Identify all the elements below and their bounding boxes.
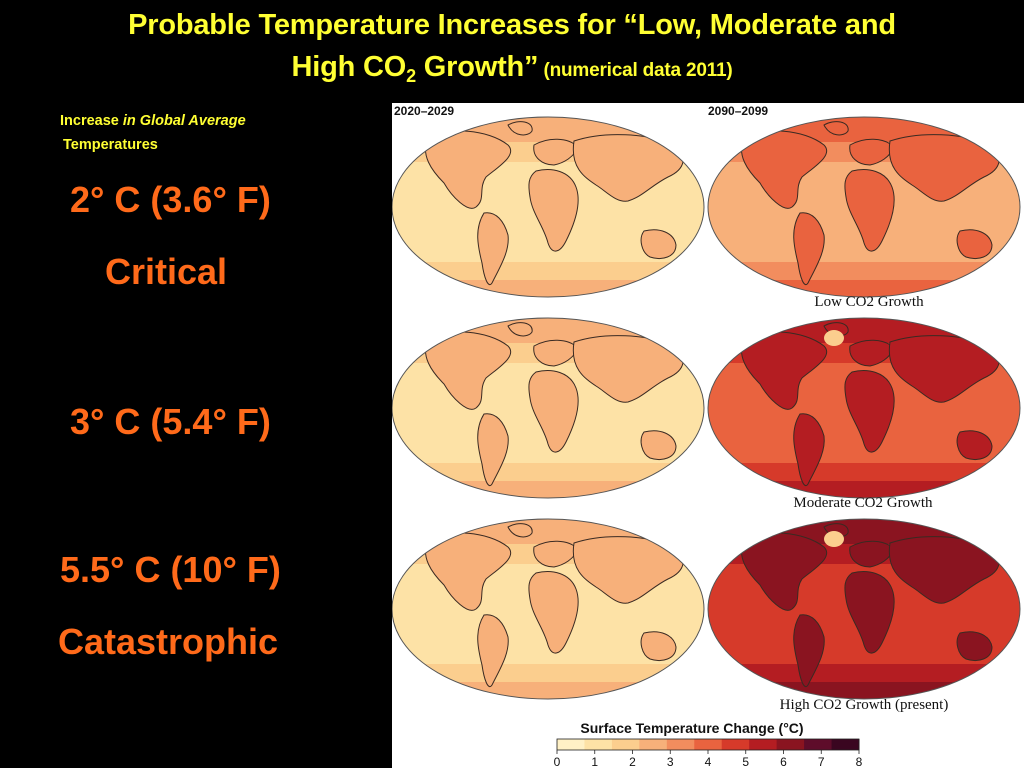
title-line-2a: High CO <box>291 51 407 83</box>
legend-tick-label: 7 <box>818 755 825 768</box>
legend-title: Surface Temperature Change (°C) <box>580 720 803 736</box>
legend-tick-label: 8 <box>856 755 863 768</box>
legend-swatch <box>804 739 833 750</box>
legend-tick-label: 0 <box>554 755 561 768</box>
subheading-italic: in Global Average <box>122 113 246 129</box>
stat-2c: 2° C (3.6° F) <box>70 179 271 220</box>
caption-high: High CO2 Growth (present) <box>780 697 949 713</box>
map-moderate-2020 <box>392 317 705 499</box>
legend-swatch <box>639 739 668 750</box>
legend-tick-label: 6 <box>780 755 787 768</box>
legend-tick-label: 4 <box>705 755 712 768</box>
maps-svg: 2020–2029 2090–2099 Low CO2 Growth Moder… <box>392 104 1021 768</box>
stat-5-5c: 5.5° C (10° F) <box>60 549 281 590</box>
legend-swatch <box>557 739 585 750</box>
subheading-line-2: Temperatures <box>63 137 158 153</box>
map-high-2020 <box>392 518 705 700</box>
period-label-left: 2020–2029 <box>394 104 454 118</box>
stat-2c-label: Critical <box>105 251 228 292</box>
legend-tick-label: 1 <box>591 755 598 768</box>
stat-3c: 3° C (5.4° F) <box>70 401 271 442</box>
period-label-right: 2090–2099 <box>708 104 768 118</box>
legend-swatch <box>776 739 805 750</box>
legend-swatch <box>694 739 723 750</box>
title-line-2b: Growth” <box>415 51 539 83</box>
title-note: (numerical data 2011) <box>538 60 733 81</box>
legend-swatch <box>584 739 613 750</box>
map-low-2020 <box>392 116 705 298</box>
subheading-word: Increase <box>60 113 123 129</box>
map-moderate-2090 <box>707 317 1021 499</box>
legend-swatch <box>611 739 640 750</box>
title-line-2: High CO2 Growth” (numerical data 2011) <box>0 46 1024 92</box>
color-legend <box>556 738 860 751</box>
map-high-2090 <box>707 518 1021 700</box>
stat-5-5c-label: Catastrophic <box>58 621 279 662</box>
legend-tick-label: 2 <box>629 755 636 768</box>
legend-swatch <box>721 739 750 750</box>
maps-grid <box>392 116 1021 700</box>
legend-swatch <box>749 739 778 750</box>
caption-moderate: Moderate CO2 Growth <box>793 495 933 511</box>
legend-swatch <box>831 739 860 750</box>
subheading: Increase in Global Average Temperatures <box>60 109 246 157</box>
temperature-maps-figure: 2020–2029 2090–2099 Low CO2 Growth Moder… <box>392 103 1024 768</box>
caption-low: Low CO2 Growth <box>814 294 924 310</box>
legend-tick-label: 3 <box>667 755 674 768</box>
title-subscript: 2 <box>406 66 416 86</box>
slide-title: Probable Temperature Increases for “Low,… <box>0 4 1024 92</box>
map-low-2090 <box>707 116 1021 298</box>
title-line-1: Probable Temperature Increases for “Low,… <box>128 9 896 41</box>
legend-swatch <box>666 739 695 750</box>
legend-ticks: 0 1 2 3 4 5 6 7 8 <box>554 750 863 768</box>
legend-tick-label: 5 <box>742 755 749 768</box>
